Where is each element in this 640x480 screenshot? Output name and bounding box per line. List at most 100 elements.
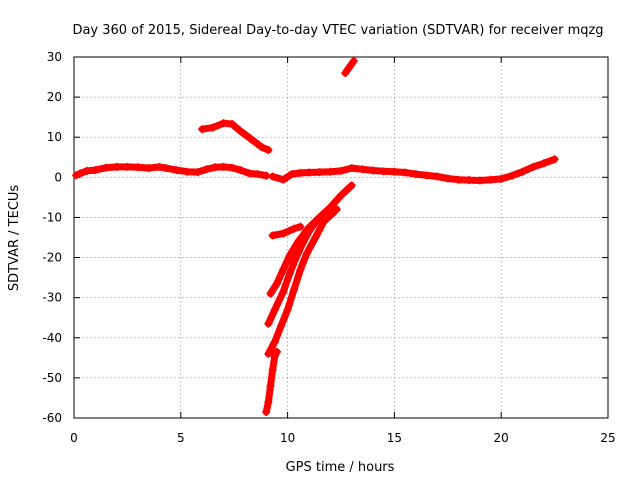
data-point	[270, 351, 279, 360]
series-trace	[264, 207, 339, 358]
data-point	[264, 349, 273, 358]
y-tick-label: -10	[42, 210, 62, 224]
x-tick-label: 0	[70, 431, 78, 445]
data-point	[257, 143, 266, 152]
plot-frame	[73, 56, 609, 419]
data-point	[285, 251, 294, 260]
series-main-near-zero	[72, 162, 271, 180]
data-point	[270, 337, 279, 346]
data-point	[369, 166, 378, 175]
data-point	[245, 169, 254, 178]
data-point	[379, 167, 388, 176]
data-point	[315, 168, 324, 177]
data-point	[347, 164, 356, 173]
data-point	[296, 168, 305, 177]
y-tick-label: 0	[54, 170, 62, 184]
data-point	[264, 319, 273, 328]
data-point	[219, 162, 228, 171]
data-point	[292, 253, 301, 262]
plot-area	[72, 57, 559, 416]
x-tick-label: 20	[494, 431, 509, 445]
data-point	[313, 215, 322, 224]
data-point	[272, 347, 281, 356]
data-point	[507, 171, 516, 180]
data-point	[134, 163, 143, 172]
data-point	[319, 217, 328, 226]
data-point	[411, 170, 420, 179]
data-point	[279, 265, 288, 274]
series-plunge-near-9h	[262, 347, 281, 416]
data-point	[123, 162, 132, 171]
x-tick-label: 25	[600, 431, 615, 445]
data-point	[266, 289, 275, 298]
data-point	[443, 174, 452, 183]
data-point	[202, 165, 211, 174]
data-point	[279, 287, 288, 296]
data-point	[529, 162, 538, 171]
y-tick-label: -50	[42, 371, 62, 385]
x-axis-title: GPS time / hours	[286, 460, 395, 475]
data-point	[518, 167, 527, 176]
data-point	[161, 164, 170, 173]
data-point	[290, 224, 299, 233]
data-point	[253, 170, 262, 179]
data-point	[268, 172, 277, 181]
x-tick-label: 5	[177, 431, 185, 445]
series-descending-arc-lower	[264, 207, 339, 358]
y-tick-label: 10	[47, 130, 62, 144]
data-point	[72, 171, 81, 180]
data-point	[285, 269, 294, 278]
data-point	[401, 168, 410, 177]
y-tick-label: 20	[47, 90, 62, 104]
data-point	[347, 181, 356, 190]
series-top-short-segment	[341, 57, 358, 78]
data-point	[236, 166, 245, 175]
data-point	[539, 159, 548, 168]
data-point	[272, 279, 281, 288]
data-point	[302, 249, 311, 258]
data-point	[290, 285, 299, 294]
data-point	[228, 119, 237, 128]
y-tick-label: -20	[42, 251, 62, 265]
data-point	[390, 167, 399, 176]
data-point	[277, 321, 286, 330]
data-point	[341, 69, 350, 78]
data-point	[155, 162, 164, 171]
data-point	[262, 407, 271, 416]
data-point	[264, 146, 273, 155]
data-point	[91, 166, 100, 175]
series-short-segment-near-10h	[268, 222, 305, 240]
data-point	[279, 175, 288, 184]
data-point	[311, 233, 320, 242]
series-trace	[269, 223, 304, 239]
series-trace	[72, 163, 270, 180]
data-point	[296, 222, 305, 231]
chart-title: Day 360 of 2015, Sidereal Day-to-day VTE…	[72, 23, 603, 38]
data-point	[236, 127, 245, 136]
series-descending-arc-middle	[264, 205, 341, 328]
data-point	[268, 365, 277, 374]
data-point	[287, 170, 296, 179]
data-point	[433, 172, 442, 181]
data-point	[266, 381, 275, 390]
data-point	[497, 174, 506, 183]
data-point	[337, 166, 345, 175]
data-point	[283, 305, 292, 314]
data-point	[208, 123, 217, 132]
data-point	[304, 227, 313, 236]
data-point	[102, 163, 111, 172]
data-point	[345, 63, 354, 72]
data-point	[486, 175, 495, 184]
x-tick-label: 15	[387, 431, 402, 445]
x-tick-label: 10	[280, 431, 295, 445]
series-main-after-10h	[268, 155, 559, 185]
data-point	[172, 166, 181, 175]
data-point	[247, 135, 256, 144]
data-point	[76, 169, 85, 178]
y-tick-label: -40	[42, 331, 62, 345]
data-point	[304, 168, 313, 177]
data-point	[112, 162, 121, 171]
data-point	[219, 119, 228, 128]
data-point	[228, 163, 237, 172]
